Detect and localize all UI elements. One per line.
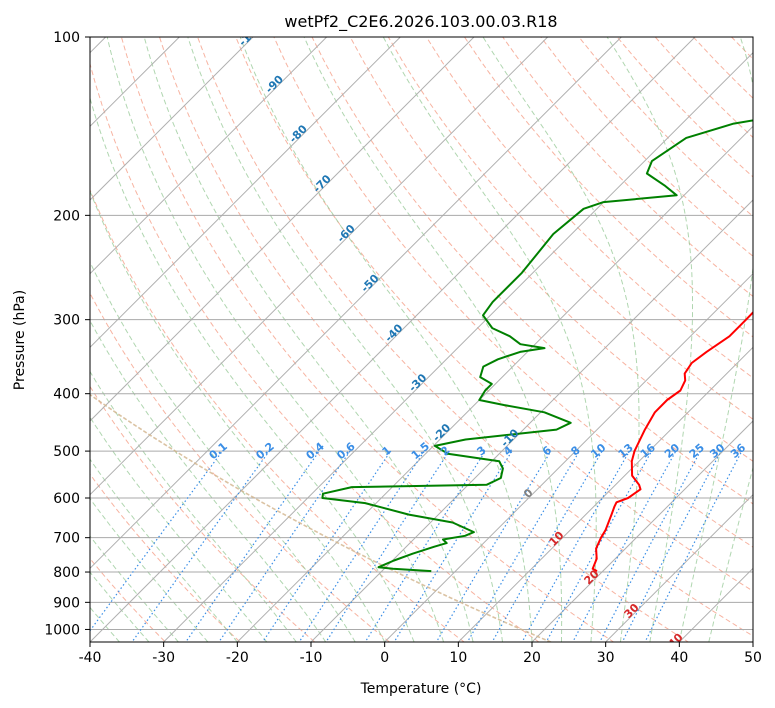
x-tick-label: -10 — [300, 650, 323, 666]
isotherm-line — [90, 37, 549, 496]
y-tick-label: 800 — [53, 565, 80, 581]
moist-adiabat-line — [90, 458, 238, 642]
isotherm-line — [384, 272, 753, 642]
dry-adiabat-line — [463, 37, 753, 338]
dry-adiabat-line — [273, 37, 753, 548]
adiabat-label: -100 — [236, 20, 265, 49]
isotherm-line — [90, 37, 328, 275]
mixing-ratio-line — [298, 450, 425, 642]
y-axis-label: Pressure (hPa) — [12, 290, 28, 390]
isotherm-line — [310, 199, 753, 642]
isotherm-line — [90, 37, 401, 349]
moist-adiabat-line — [90, 319, 327, 642]
chart-title: wetPf2_C2E6.2026.103.00.03.R18 — [284, 12, 557, 32]
isotherms — [90, 37, 753, 642]
plot-area: 0.10.20.40.611.52346810131620253036-100-… — [90, 20, 753, 650]
plot-frame — [89, 36, 754, 643]
y-tick-label: 200 — [53, 208, 80, 224]
moist-adiabat-line — [482, 37, 640, 642]
profile-lines — [321, 119, 753, 573]
mixing-ratio-line — [545, 450, 653, 642]
adiabat-label: 40 — [666, 630, 686, 650]
mixing-ratio-line — [644, 450, 743, 642]
isotherm-line — [90, 37, 254, 201]
x-axis-label: Temperature (°C) — [360, 681, 482, 697]
isotherm-line — [605, 493, 753, 642]
y-tick-label: 500 — [53, 444, 80, 460]
x-tick-label: 50 — [744, 650, 762, 666]
mixing-ratio-lines — [90, 450, 743, 642]
mixing-ratio-line — [325, 450, 450, 642]
isotherm-line — [90, 37, 622, 570]
moist-adiabat-line — [90, 189, 386, 642]
isotherm-line — [457, 346, 753, 642]
isotherm-line — [163, 51, 753, 642]
dry-adiabat-line — [502, 37, 753, 298]
dry-adiabat-line — [387, 37, 753, 420]
mixing-ratio-line — [131, 450, 270, 642]
dry-adiabat-line — [120, 37, 615, 642]
x-tick-label: 10 — [449, 650, 467, 666]
dry-adiabat-line — [197, 37, 753, 637]
mixing-ratio-line — [435, 450, 552, 642]
mixing-ratio-line — [621, 450, 722, 642]
dry-adiabat-line — [90, 292, 391, 642]
y-tick-label: 700 — [53, 531, 80, 547]
isobars — [90, 37, 753, 630]
x-tick-label: 30 — [597, 650, 615, 666]
mixing-ratio-line — [364, 450, 486, 642]
y-tick-label: 900 — [53, 595, 80, 611]
dry-adiabat-line — [158, 37, 690, 642]
isotherm-line — [531, 420, 753, 642]
mixing-ratio-line — [185, 450, 320, 642]
moist-adiabat-line — [90, 416, 268, 642]
moist-adiabat-line — [678, 37, 753, 642]
x-tick-label: 20 — [523, 650, 541, 666]
moist-adiabat-line — [90, 260, 356, 642]
moist-adiabat-line — [606, 37, 693, 642]
y-tick-label: 600 — [53, 491, 80, 507]
moist-adiabat-line — [708, 465, 753, 642]
dewpoint-line — [321, 119, 753, 573]
dry-adiabat-line — [90, 62, 540, 642]
y-tick-label: 100 — [53, 30, 80, 46]
moist-adiabat-line — [90, 96, 415, 642]
moist-adiabat-line — [382, 37, 597, 642]
x-tick-label: -40 — [79, 650, 102, 666]
isotherm-line — [90, 37, 696, 642]
isotherm-line — [236, 125, 753, 642]
y-tick-label: 300 — [53, 313, 80, 329]
mixing-ratio-line — [218, 450, 351, 642]
x-tick-label: -20 — [226, 650, 249, 666]
x-tick-label: 40 — [670, 650, 688, 666]
x-tick-label: -30 — [152, 650, 175, 666]
dry-adiabat-line — [90, 188, 465, 642]
axis-ticks: -40 -30 -20 -10 0 10 20 30 40 50 1000 900 800 700 600 5… — [44, 30, 762, 666]
dry-adiabat-line — [90, 385, 316, 642]
mixing-ratio-line — [393, 450, 513, 642]
mixing-ratio-line — [521, 450, 631, 642]
dry-adiabat-line — [90, 557, 167, 642]
mixing-ratio-line — [262, 450, 392, 642]
moist-adiabat-line — [303, 37, 563, 642]
x-tick-label: 0 — [380, 650, 389, 666]
dry-adiabat-line — [311, 37, 753, 505]
temperature-line — [591, 310, 753, 572]
y-tick-label: 400 — [53, 387, 80, 403]
moist-adiabat-line — [239, 37, 533, 642]
moist-adiabat-line — [90, 370, 297, 642]
isotherm-line — [90, 37, 475, 422]
y-tick-label: 1000 — [44, 622, 80, 638]
